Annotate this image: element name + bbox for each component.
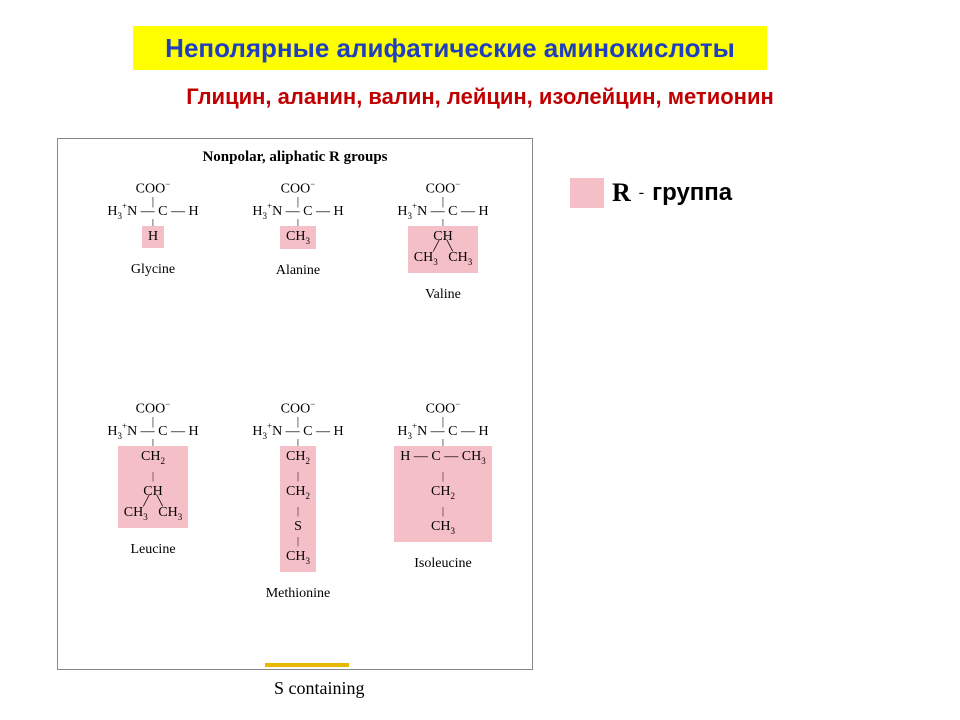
aa-name: Isoleucine xyxy=(378,556,508,572)
legend-dash: - xyxy=(639,184,644,202)
r-group-legend: R - группа xyxy=(570,178,732,208)
legend-label: группа xyxy=(652,179,732,207)
aa-name: Glycine xyxy=(88,262,218,278)
legend-R-symbol: R xyxy=(612,178,631,208)
legend-swatch xyxy=(570,178,604,208)
r-group: H — C — CH3 | CH2 | CH3 xyxy=(378,446,508,541)
aa-alanine: COO− | H3+N — C — H | CH3 Alanine xyxy=(233,179,363,279)
r-group: CH2 | CH ╱ ╲ CH3 CH3 xyxy=(88,446,218,528)
aa-glycine: COO− | H3+N — C — H | H Glycine xyxy=(88,179,218,278)
r-group-box: CH2 | CH2 | S | CH3 xyxy=(280,446,316,571)
r-group: CH3 xyxy=(233,226,363,249)
r-group-box: H — C — CH3 | CH2 | CH3 xyxy=(394,446,491,541)
r-group: H xyxy=(88,226,218,248)
aa-methionine: COO− | H3+N — C — H | CH2 | CH2 | S | CH… xyxy=(233,399,363,602)
r-group-box: CH ╱ ╲ CH3 CH3 xyxy=(408,226,478,273)
aa-valine: COO− | H3+N — C — H | CH ╱ ╲ CH3 CH3 Val… xyxy=(378,179,508,303)
r-group-box: CH2 | CH ╱ ╲ CH3 CH3 xyxy=(118,446,188,528)
aa-name: Valine xyxy=(378,287,508,303)
r-group: CH2 | CH2 | S | CH3 xyxy=(233,446,363,571)
subtitle: Глицин, аланин, валин, лейцин, изолейцин… xyxy=(0,84,960,110)
aa-isoleucine: COO− | H3+N — C — H | H — C — CH3 | CH2 … xyxy=(378,399,508,572)
aa-leucine: COO− | H3+N — C — H | CH2 | CH ╱ ╲ CH3 C… xyxy=(88,399,218,558)
aa-name: Methionine xyxy=(233,586,363,602)
r-group-box: CH3 xyxy=(280,226,316,249)
aa-name: Alanine xyxy=(233,263,363,279)
r-group-box: H xyxy=(142,226,164,248)
s-containing-label: S containing xyxy=(274,678,365,699)
page-title: Неполярные алифатические аминокислоты xyxy=(165,33,735,64)
diagram-heading: Nonpolar, aliphatic R groups xyxy=(58,149,532,166)
diagram-box: Nonpolar, aliphatic R groups COO− | H3+N… xyxy=(57,138,533,670)
title-banner: Неполярные алифатические аминокислоты xyxy=(133,26,767,70)
r-group: CH ╱ ╲ CH3 CH3 xyxy=(378,226,508,273)
methionine-underline xyxy=(265,663,349,667)
aa-name: Leucine xyxy=(88,542,218,558)
